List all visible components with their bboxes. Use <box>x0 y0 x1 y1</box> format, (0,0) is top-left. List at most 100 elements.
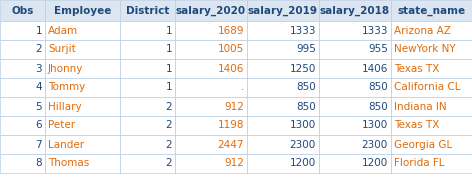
Text: .: . <box>241 83 244 92</box>
Text: 1406: 1406 <box>362 64 388 74</box>
Text: 2300: 2300 <box>290 139 316 149</box>
Bar <box>45 0 120 21</box>
Bar <box>319 40 391 59</box>
Bar <box>391 0 472 21</box>
Bar <box>0 40 45 59</box>
Bar <box>319 116 391 135</box>
Text: 2: 2 <box>165 121 172 130</box>
Text: District: District <box>126 5 169 15</box>
Text: 1406: 1406 <box>218 64 244 74</box>
Text: 850: 850 <box>296 83 316 92</box>
Bar <box>319 59 391 78</box>
Text: 1200: 1200 <box>290 158 316 168</box>
Bar <box>175 116 247 135</box>
Bar <box>247 59 319 78</box>
Bar <box>175 97 247 116</box>
Bar <box>319 135 391 154</box>
Bar <box>391 40 472 59</box>
Text: 2: 2 <box>165 139 172 149</box>
Bar <box>45 21 120 40</box>
Bar <box>45 116 120 135</box>
Text: Peter: Peter <box>48 121 75 130</box>
Text: 7: 7 <box>35 139 42 149</box>
Bar <box>45 40 120 59</box>
Bar <box>247 116 319 135</box>
Bar <box>0 135 45 154</box>
Bar <box>0 154 45 173</box>
Text: Texas TX: Texas TX <box>394 64 439 74</box>
Text: 912: 912 <box>224 102 244 111</box>
Text: 1: 1 <box>35 26 42 36</box>
Text: 1689: 1689 <box>218 26 244 36</box>
Bar <box>120 154 175 173</box>
Text: 6: 6 <box>35 121 42 130</box>
Text: Surjit: Surjit <box>48 45 76 55</box>
Text: Tommy: Tommy <box>48 83 85 92</box>
Bar <box>319 21 391 40</box>
Text: Adam: Adam <box>48 26 78 36</box>
Bar <box>391 78 472 97</box>
Text: NewYork NY: NewYork NY <box>394 45 455 55</box>
Text: Indiana IN: Indiana IN <box>394 102 447 111</box>
Text: 850: 850 <box>296 102 316 111</box>
Text: 1300: 1300 <box>290 121 316 130</box>
Text: 955: 955 <box>368 45 388 55</box>
Bar <box>120 40 175 59</box>
Text: 3: 3 <box>35 64 42 74</box>
Bar <box>175 135 247 154</box>
Bar <box>120 59 175 78</box>
Bar <box>45 154 120 173</box>
Text: 1: 1 <box>165 83 172 92</box>
Text: 2: 2 <box>35 45 42 55</box>
Bar <box>120 0 175 21</box>
Bar <box>175 0 247 21</box>
Bar <box>45 97 120 116</box>
Bar <box>0 59 45 78</box>
Bar <box>45 135 120 154</box>
Text: 2300: 2300 <box>362 139 388 149</box>
Bar <box>391 21 472 40</box>
Bar <box>120 116 175 135</box>
Bar <box>247 78 319 97</box>
Bar <box>120 135 175 154</box>
Text: Arizona AZ: Arizona AZ <box>394 26 451 36</box>
Text: 1005: 1005 <box>218 45 244 55</box>
Bar <box>175 154 247 173</box>
Bar <box>247 135 319 154</box>
Bar <box>175 78 247 97</box>
Text: 1198: 1198 <box>218 121 244 130</box>
Bar <box>45 59 120 78</box>
Text: state_name: state_name <box>397 5 465 15</box>
Bar <box>0 21 45 40</box>
Bar <box>175 40 247 59</box>
Bar <box>319 97 391 116</box>
Bar <box>391 97 472 116</box>
Text: Lander: Lander <box>48 139 84 149</box>
Text: salary_2020: salary_2020 <box>176 5 246 16</box>
Text: Texas TX: Texas TX <box>394 121 439 130</box>
Bar <box>391 135 472 154</box>
Text: salary_2018: salary_2018 <box>320 5 390 16</box>
Bar <box>45 78 120 97</box>
Bar <box>391 154 472 173</box>
Bar <box>175 59 247 78</box>
Text: 1333: 1333 <box>289 26 316 36</box>
Bar <box>120 78 175 97</box>
Bar <box>247 154 319 173</box>
Bar <box>247 21 319 40</box>
Bar <box>247 97 319 116</box>
Bar <box>247 40 319 59</box>
Bar <box>391 59 472 78</box>
Bar <box>391 116 472 135</box>
Text: 2: 2 <box>165 102 172 111</box>
Text: Florida FL: Florida FL <box>394 158 445 168</box>
Bar <box>0 78 45 97</box>
Text: Obs: Obs <box>11 5 34 15</box>
Text: 5: 5 <box>35 102 42 111</box>
Text: Employee: Employee <box>54 5 111 15</box>
Text: 8: 8 <box>35 158 42 168</box>
Bar <box>0 116 45 135</box>
Text: 2: 2 <box>165 158 172 168</box>
Text: Thomas: Thomas <box>48 158 89 168</box>
Bar <box>319 0 391 21</box>
